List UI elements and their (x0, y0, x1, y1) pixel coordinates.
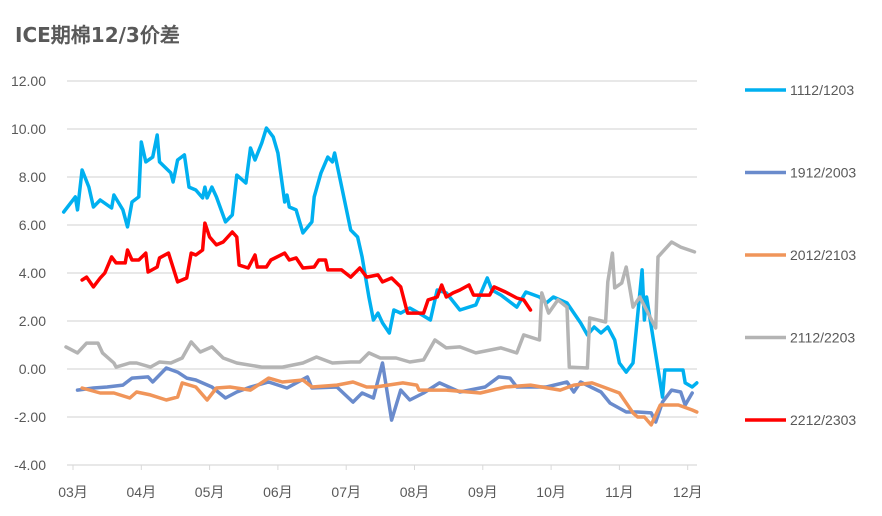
series-line-2112-2203 (64, 240, 697, 370)
legend-label: 2212/2303 (790, 412, 856, 428)
x-tick-label: 09月 (468, 484, 498, 500)
series-line-2012-2103 (80, 376, 699, 427)
series-line-2212-2303 (80, 221, 533, 315)
series-line-1112-1203 (61, 126, 699, 399)
x-axis-ticks: 03月 04月 05月 06月 07月 08月 09月 10月 11月 12月 (58, 465, 702, 500)
chart-title: ICE期棉12/3价差 (15, 23, 180, 47)
y-tick-label: 4.00 (19, 265, 46, 281)
y-tick-label: 0.00 (19, 361, 46, 377)
x-tick-label: 06月 (263, 484, 293, 500)
legend-label: 2112/2203 (790, 330, 855, 346)
y-tick-label: 6.00 (19, 217, 46, 233)
x-tick-label: 05月 (195, 484, 225, 500)
series-lines (61, 126, 699, 427)
y-tick-label: 2.00 (19, 313, 46, 329)
series-line-1912-2003 (75, 361, 694, 424)
legend-label: 1112/1203 (790, 82, 854, 98)
x-tick-label: 08月 (400, 484, 430, 500)
legend: 1112/1203 1912/2003 2012/2103 2112/2203 2212… (745, 82, 856, 428)
x-tick-label: 12月 (673, 484, 703, 500)
y-axis-ticks: 12.00 10.00 8.00 6.00 4.00 2.00 0.00 -2.00 -4.00 (11, 73, 46, 473)
x-tick-label: 07月 (331, 484, 361, 500)
gridlines (67, 80, 697, 466)
y-tick-label: 8.00 (19, 169, 46, 185)
y-tick-label: -2.00 (14, 409, 46, 425)
y-tick-label: 10.00 (11, 121, 46, 137)
y-tick-label: -4.00 (14, 457, 46, 473)
x-tick-label: 11月 (605, 484, 634, 500)
x-tick-label: 04月 (127, 484, 157, 500)
legend-label: 1912/2003 (790, 165, 856, 181)
legend-label: 2012/2103 (790, 247, 856, 263)
x-tick-label: 03月 (58, 484, 88, 500)
x-tick-label: 10月 (536, 484, 566, 500)
y-tick-label: 12.00 (11, 73, 46, 89)
